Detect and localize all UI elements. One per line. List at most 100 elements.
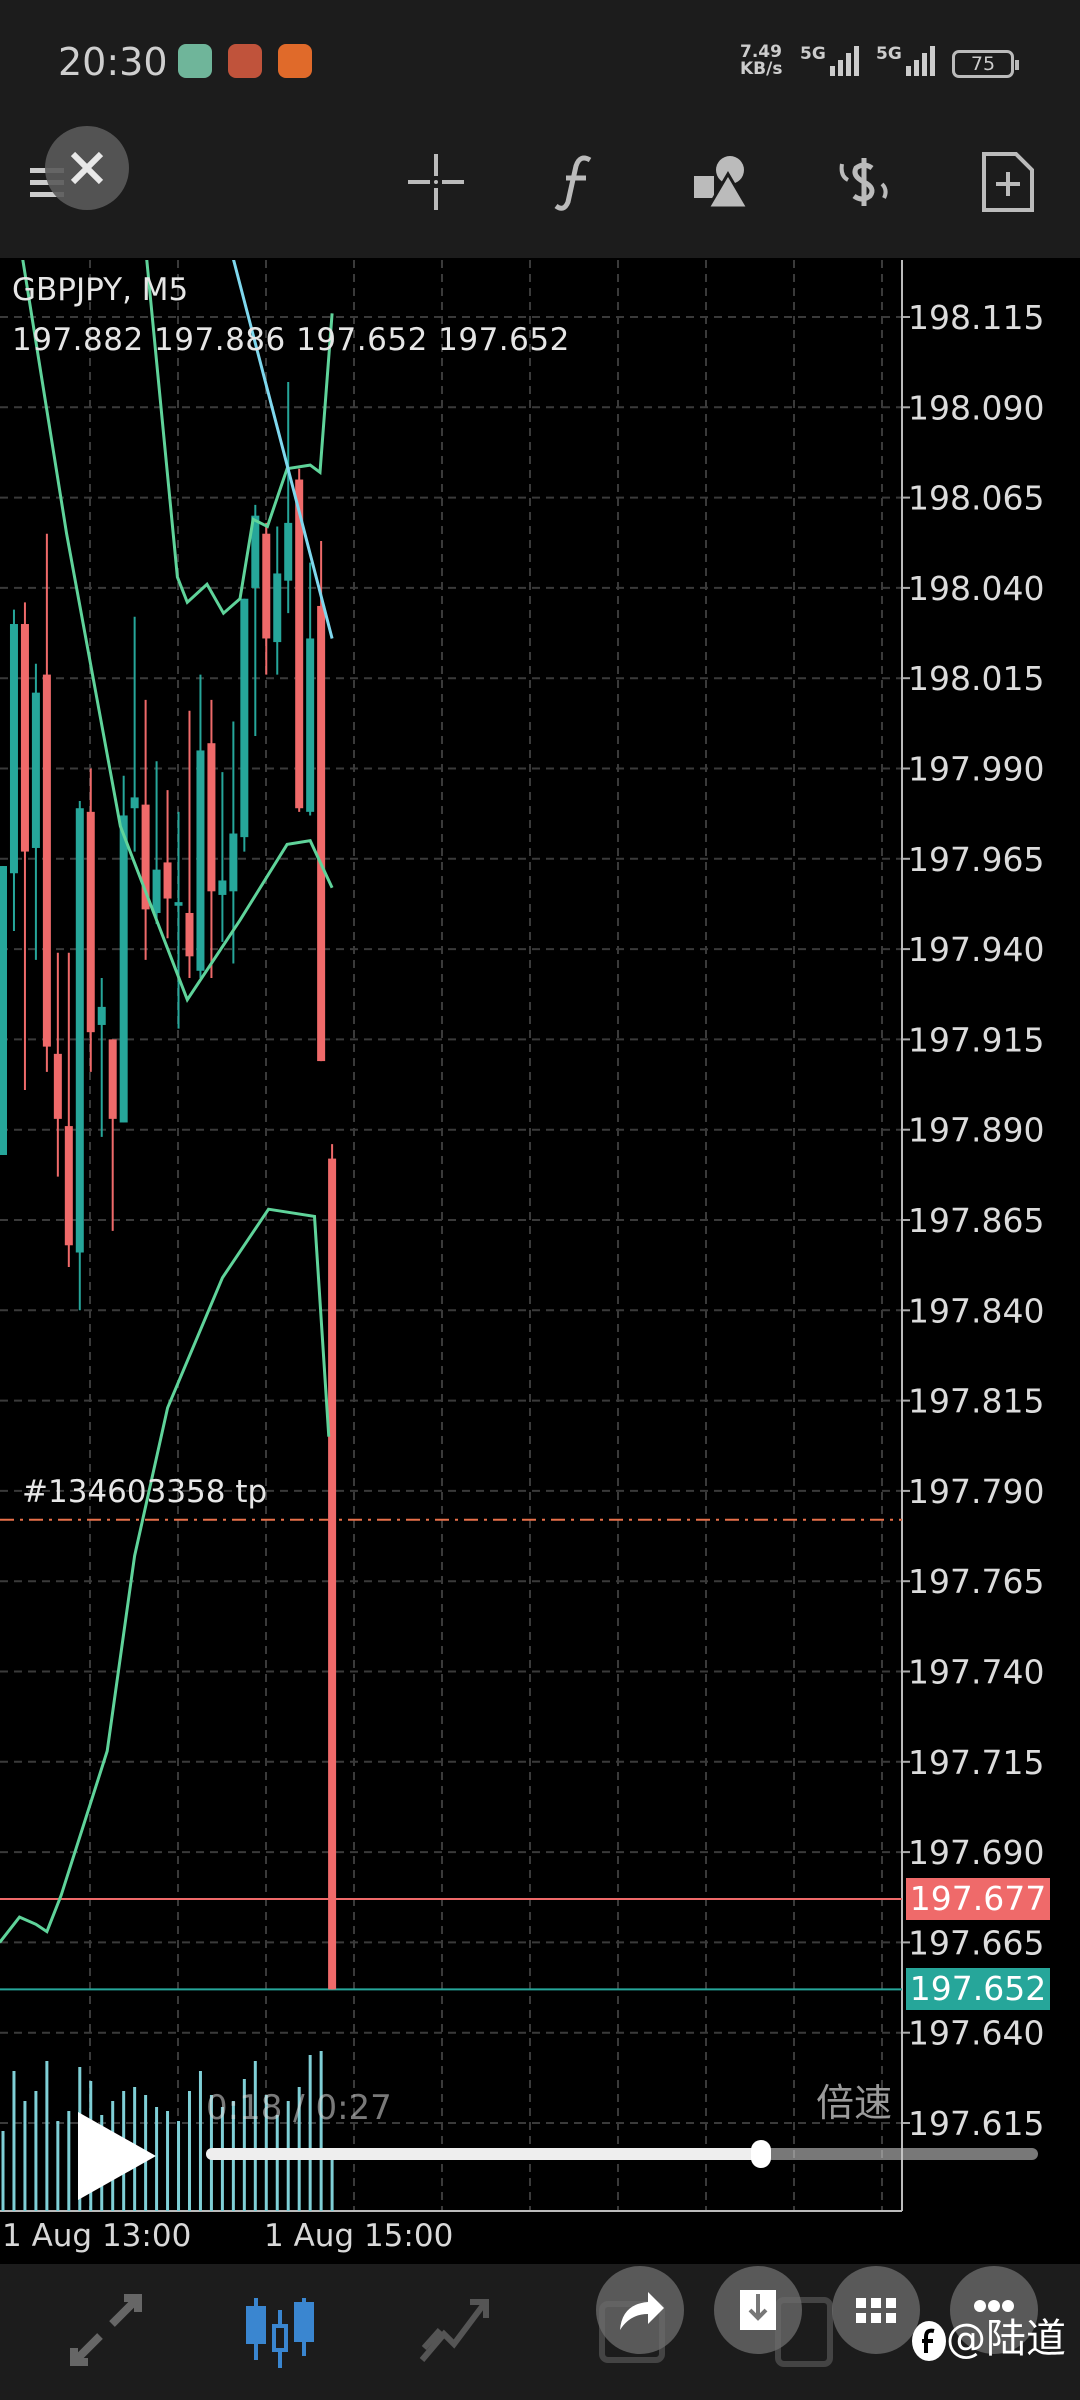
signal-sim1: 5G — [800, 44, 861, 76]
signal-sim2: 5G — [876, 44, 937, 76]
share-button[interactable] — [596, 2266, 684, 2354]
candle-body — [108, 1039, 117, 1119]
candle-body — [218, 880, 227, 895]
candle-body — [185, 912, 194, 957]
y-tick-label: 198.015 — [908, 659, 1044, 698]
video-time: 0:18 / 0:27 — [206, 2088, 392, 2128]
more-icon — [974, 2300, 1014, 2312]
candle-body — [317, 605, 326, 1062]
video-time-separator: / — [282, 2088, 316, 2128]
download-icon — [740, 2290, 776, 2330]
music-app-icon — [178, 44, 212, 78]
new-order-icon[interactable] — [976, 150, 1040, 214]
y-tick-label: 197.840 — [908, 1291, 1044, 1330]
chart-area[interactable] — [0, 258, 1080, 2264]
y-tick-label: 197.940 — [908, 930, 1044, 969]
candle-body — [152, 869, 161, 913]
candle-body — [119, 815, 128, 1123]
y-tick-label: 197.965 — [908, 840, 1044, 879]
candle-body — [53, 1053, 62, 1119]
candle-body — [295, 479, 304, 809]
candle-body — [130, 797, 139, 809]
indicator-line — [0, 1207, 331, 1944]
y-tick-label: 197.615 — [908, 2104, 1044, 2143]
remote-app-icon — [228, 44, 262, 78]
y-tick-label: 197.815 — [908, 1382, 1044, 1421]
close-icon — [70, 151, 104, 185]
quotes-icon[interactable] — [66, 2290, 146, 2370]
grid-icon — [856, 2298, 896, 2323]
y-tick-label: 197.715 — [908, 1743, 1044, 1782]
watermark: @陆道 — [912, 2306, 1066, 2364]
candle-body — [262, 533, 271, 639]
y-tick-label: 198.115 — [908, 298, 1044, 337]
ask-price-tag: 197.677 — [906, 1878, 1050, 1920]
y-tick-label: 197.790 — [908, 1472, 1044, 1511]
time-tick-label: 1 Aug 13:00 — [2, 2218, 192, 2254]
more-button[interactable] — [950, 2266, 1038, 2354]
battery-icon: 75 — [952, 50, 1019, 78]
candle-body — [207, 743, 216, 892]
sim2-label: 5G — [876, 44, 902, 64]
play-button[interactable] — [78, 2112, 156, 2200]
playback-speed-button[interactable]: 倍速 — [816, 2081, 893, 2125]
candle-body — [328, 1158, 337, 1990]
share-icon — [620, 2292, 664, 2330]
net-speed-value: 7.49 — [740, 42, 782, 62]
objects-icon[interactable] — [690, 150, 754, 214]
crosshair-icon[interactable] — [404, 150, 468, 214]
chart-symbol: GBPJPY, M5 — [12, 272, 189, 308]
save-button[interactable] — [714, 2266, 802, 2354]
status-time: 20:30 — [58, 40, 168, 84]
candle-body — [31, 692, 40, 848]
candle-body — [196, 750, 205, 971]
y-tick-label: 197.690 — [908, 1833, 1044, 1872]
y-tick-label: 197.665 — [908, 1923, 1044, 1962]
y-tick-label: 198.040 — [908, 569, 1044, 608]
signal-bars-icon — [905, 46, 935, 76]
network-speed: 7.49 KB/s — [740, 44, 782, 78]
y-tick-label: 197.915 — [908, 1020, 1044, 1059]
candle-body — [240, 598, 249, 838]
y-tick-label: 197.890 — [908, 1111, 1044, 1150]
candle-body — [141, 804, 150, 910]
video-progress-knob[interactable] — [750, 2140, 771, 2168]
apps-button[interactable] — [832, 2266, 920, 2354]
video-duration: 0:27 — [315, 2088, 392, 2128]
candle-body — [42, 674, 51, 1047]
y-tick-label: 197.640 — [908, 2014, 1044, 2053]
video-progress-slider[interactable] — [206, 2140, 1038, 2168]
trade-icon[interactable] — [832, 150, 896, 214]
y-tick-label: 198.065 — [908, 479, 1044, 518]
candle-body — [251, 515, 260, 588]
close-button[interactable] — [45, 126, 129, 210]
chart-icon[interactable] — [240, 2290, 320, 2370]
y-tick-label: 197.765 — [908, 1562, 1044, 1601]
candle-body — [229, 833, 238, 892]
candle-body — [174, 902, 183, 906]
candle-body — [97, 1006, 106, 1025]
function-icon[interactable] — [546, 150, 610, 214]
y-tick-label: 198.090 — [908, 388, 1044, 427]
bid-price-tag: 197.652 — [906, 1968, 1050, 2010]
indicator-line — [145, 260, 334, 616]
sim1-label: 5G — [800, 44, 826, 64]
trade-nav-icon[interactable] — [414, 2290, 494, 2370]
y-tick-label: 197.740 — [908, 1653, 1044, 1692]
candle-body — [273, 573, 282, 643]
watermark-text: @陆道 — [946, 2316, 1066, 2362]
video-current-time: 0:18 — [206, 2088, 283, 2128]
chart-ohlc: 197.882 197.886 197.652 197.652 — [12, 322, 570, 358]
watermark-logo-icon — [912, 2321, 946, 2361]
candle-body — [0, 866, 7, 1155]
candle-body — [64, 1126, 73, 1246]
candle-body — [306, 638, 315, 812]
candle-body — [163, 862, 172, 899]
order-tp-label[interactable]: #134603358 tp — [22, 1474, 268, 1510]
y-tick-label: 197.990 — [908, 750, 1044, 789]
candle-body — [9, 624, 18, 874]
indicator-line — [232, 260, 334, 639]
video-recorder-icon — [278, 44, 312, 78]
y-tick-label: 197.865 — [908, 1201, 1044, 1240]
